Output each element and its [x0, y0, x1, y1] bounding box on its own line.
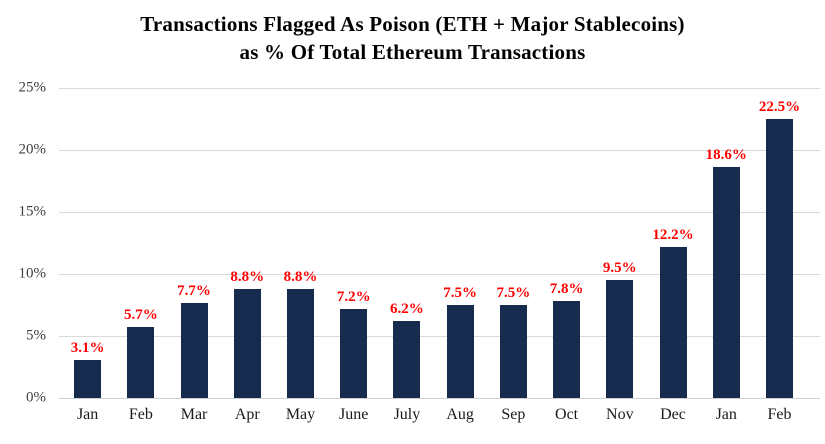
bar	[393, 321, 421, 398]
gridline	[59, 212, 820, 213]
bar	[606, 280, 634, 398]
bar-slot: 7.7%	[167, 88, 220, 398]
bar-slot: 7.2%	[327, 88, 380, 398]
x-tick-label: Dec	[660, 406, 686, 423]
bar-slot: 9.5%	[593, 88, 646, 398]
y-tick-label: 20%	[18, 141, 47, 158]
bar-slot: 8.8%	[221, 88, 274, 398]
bar-slot: 18.6%	[700, 88, 753, 398]
bar	[765, 119, 793, 398]
bar	[712, 167, 740, 398]
bar-value-label: 3.1%	[70, 339, 105, 356]
bar-slot: 12.2%	[646, 88, 699, 398]
bar	[286, 288, 314, 398]
gridline	[59, 336, 820, 337]
x-tick-label: July	[393, 406, 421, 423]
bar-value-label: 7.5%	[496, 285, 531, 301]
bar-value-label: 8.8%	[230, 268, 265, 285]
bar-value-label: 7.8%	[549, 281, 584, 298]
bar	[499, 305, 527, 398]
bar-slot: 7.8%	[540, 88, 593, 398]
bar-slot: 22.5%	[753, 88, 806, 398]
y-tick-label: 10%	[18, 265, 47, 282]
bar-value-label: 6.2%	[390, 301, 424, 318]
y-tick-label: 15%	[18, 203, 47, 220]
bar-value-label: 7.5%	[443, 285, 478, 301]
x-axis-baseline	[59, 398, 820, 399]
x-tick-label: Aug	[446, 406, 474, 423]
x-tick-label: Jan	[76, 406, 99, 423]
x-tick-label: Oct	[555, 406, 579, 423]
gridline	[59, 150, 820, 151]
x-tick-label: Jan	[715, 406, 737, 423]
x-tick-label: Feb	[128, 406, 153, 423]
y-tick-label: 0%	[26, 389, 46, 406]
bar	[180, 302, 208, 398]
bar-value-label: 5.7%	[123, 307, 158, 324]
bar	[446, 305, 474, 398]
bar-slot: 6.2%	[380, 88, 433, 398]
bar	[659, 246, 687, 398]
bar-slot: 7.5%	[487, 88, 540, 398]
gridline	[59, 274, 820, 275]
bar-value-label: 7.7%	[177, 282, 211, 299]
plot-area: 0% 5% 10% 15% 20% 25% 3.1% 5.7% 7.7% 8.8% 8.8% 7.2%…	[19, 80, 820, 406]
x-tick-label: Sep	[501, 406, 526, 423]
bar-value-label: 18.6%	[705, 147, 747, 164]
bar-slot: 8.8%	[274, 88, 327, 398]
x-tick-label: Feb	[767, 406, 792, 423]
bar-value-label: 8.8%	[283, 268, 318, 285]
x-tick-label: Mar	[180, 406, 208, 423]
bar-slot: 7.5%	[434, 88, 487, 398]
bars-row: 3.1% 5.7% 7.7% 8.8% 8.8% 7.2% 6.2% 7.5% 7.5% 7.8%…	[61, 88, 806, 398]
bar-value-label: 7.2%	[336, 288, 371, 305]
x-tick-label: May	[285, 406, 316, 423]
bar-value-label: 22.5%	[758, 99, 801, 115]
x-tick-label: Nov	[606, 406, 634, 423]
gridline	[59, 88, 820, 89]
bar-slot: 3.1%	[61, 88, 114, 398]
x-tick-label: Apr	[234, 406, 260, 423]
chart-title: Transactions Flagged As Poison (ETH + Ma…	[0, 0, 825, 66]
y-tick-label: 25%	[18, 79, 47, 96]
bar	[74, 359, 102, 398]
chart-title-line-2: as % Of Total Ethereum Transactions	[239, 40, 586, 64]
bar	[340, 308, 368, 398]
bar-chart: 0% 5% 10% 15% 20% 25% 3.1% 5.7% 7.7% 8.8% 8.8% 7.2%…	[0, 80, 825, 438]
bar	[553, 301, 581, 398]
bar	[127, 327, 155, 398]
bar-value-label: 12.2%	[652, 226, 694, 243]
bar	[233, 288, 261, 398]
bar-slot: 5.7%	[114, 88, 167, 398]
x-tick-label: June	[339, 406, 369, 423]
bar-value-label: 9.5%	[602, 260, 637, 277]
chart-title-line-1: Transactions Flagged As Poison (ETH + Ma…	[140, 12, 685, 36]
y-tick-label: 5%	[26, 327, 46, 344]
x-axis-labels: Jan Feb Mar Apr May June July Aug Sep Oct Nov Dec Ja…	[61, 406, 806, 424]
